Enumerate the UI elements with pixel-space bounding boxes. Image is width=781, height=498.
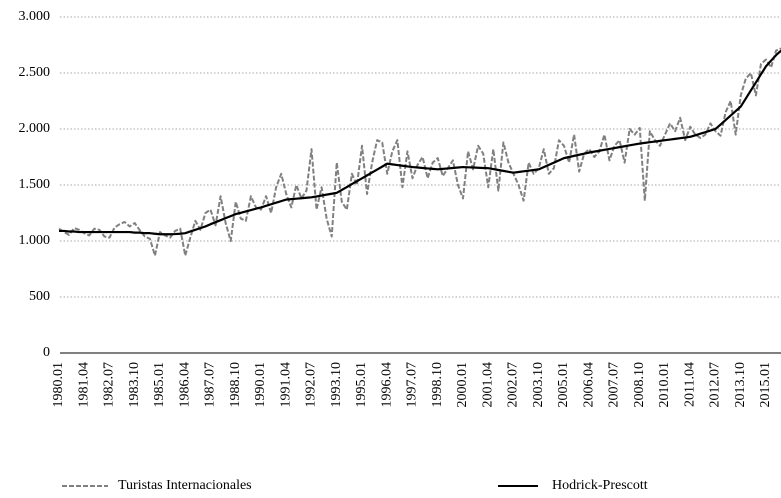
line-series (58, 47, 781, 257)
x-tick-label: 2007.07 (607, 362, 622, 408)
legend-label: Hodrick-Prescott (552, 478, 648, 493)
y-tick-label: 1.000 (19, 233, 51, 248)
y-tick-label: 0 (43, 345, 50, 360)
x-tick-label: 2003.10 (531, 362, 546, 408)
x-tick-label: 2002.07 (506, 362, 521, 408)
y-tick-label: 500 (29, 289, 50, 304)
line-series (59, 49, 781, 236)
y-tick-label: 1.500 (19, 177, 51, 192)
x-tick-label: 2013.10 (733, 362, 748, 408)
x-tick-label: 2008.10 (632, 362, 647, 408)
x-tick-label: 1998.10 (430, 362, 445, 408)
x-tick-label: 1988.10 (228, 362, 243, 408)
x-tick-label: 1982.07 (102, 362, 117, 408)
x-tick-label: 2006.04 (581, 362, 596, 408)
x-tick-label: 2011.04 (682, 362, 697, 407)
x-tick-label: 1991.04 (278, 362, 293, 408)
x-tick-label: 2005.01 (556, 362, 571, 408)
y-tick-label: 3.000 (19, 9, 51, 24)
x-tick-label: 2000.01 (455, 362, 470, 408)
x-tick-label: 1983.10 (127, 362, 142, 408)
legend-label: Turistas Internacionales (118, 478, 252, 493)
x-tick-label: 1986.04 (177, 362, 192, 408)
x-tick-label: 1981.04 (76, 362, 91, 408)
x-tick-label: 1985.01 (152, 362, 167, 408)
x-tick-label: 2001.04 (480, 362, 495, 408)
x-tick-label: 1990.01 (253, 362, 268, 408)
x-tick-label: 1995.01 (354, 362, 369, 408)
x-tick-label: 1987.07 (203, 362, 218, 408)
x-tick-label: 1980.01 (51, 362, 66, 408)
y-tick-label: 2.500 (19, 65, 51, 80)
y-tick-label: 2.000 (19, 121, 51, 136)
x-tick-label: 1992.07 (304, 362, 319, 408)
x-tick-label: 1997.07 (405, 362, 420, 408)
x-tick-label: 1996.04 (379, 362, 394, 408)
x-tick-label: 2010.01 (657, 362, 672, 408)
x-tick-label: 2015.01 (758, 362, 773, 408)
x-tick-label: 2012.07 (708, 362, 723, 408)
x-tick-label: 1993.10 (329, 362, 344, 408)
